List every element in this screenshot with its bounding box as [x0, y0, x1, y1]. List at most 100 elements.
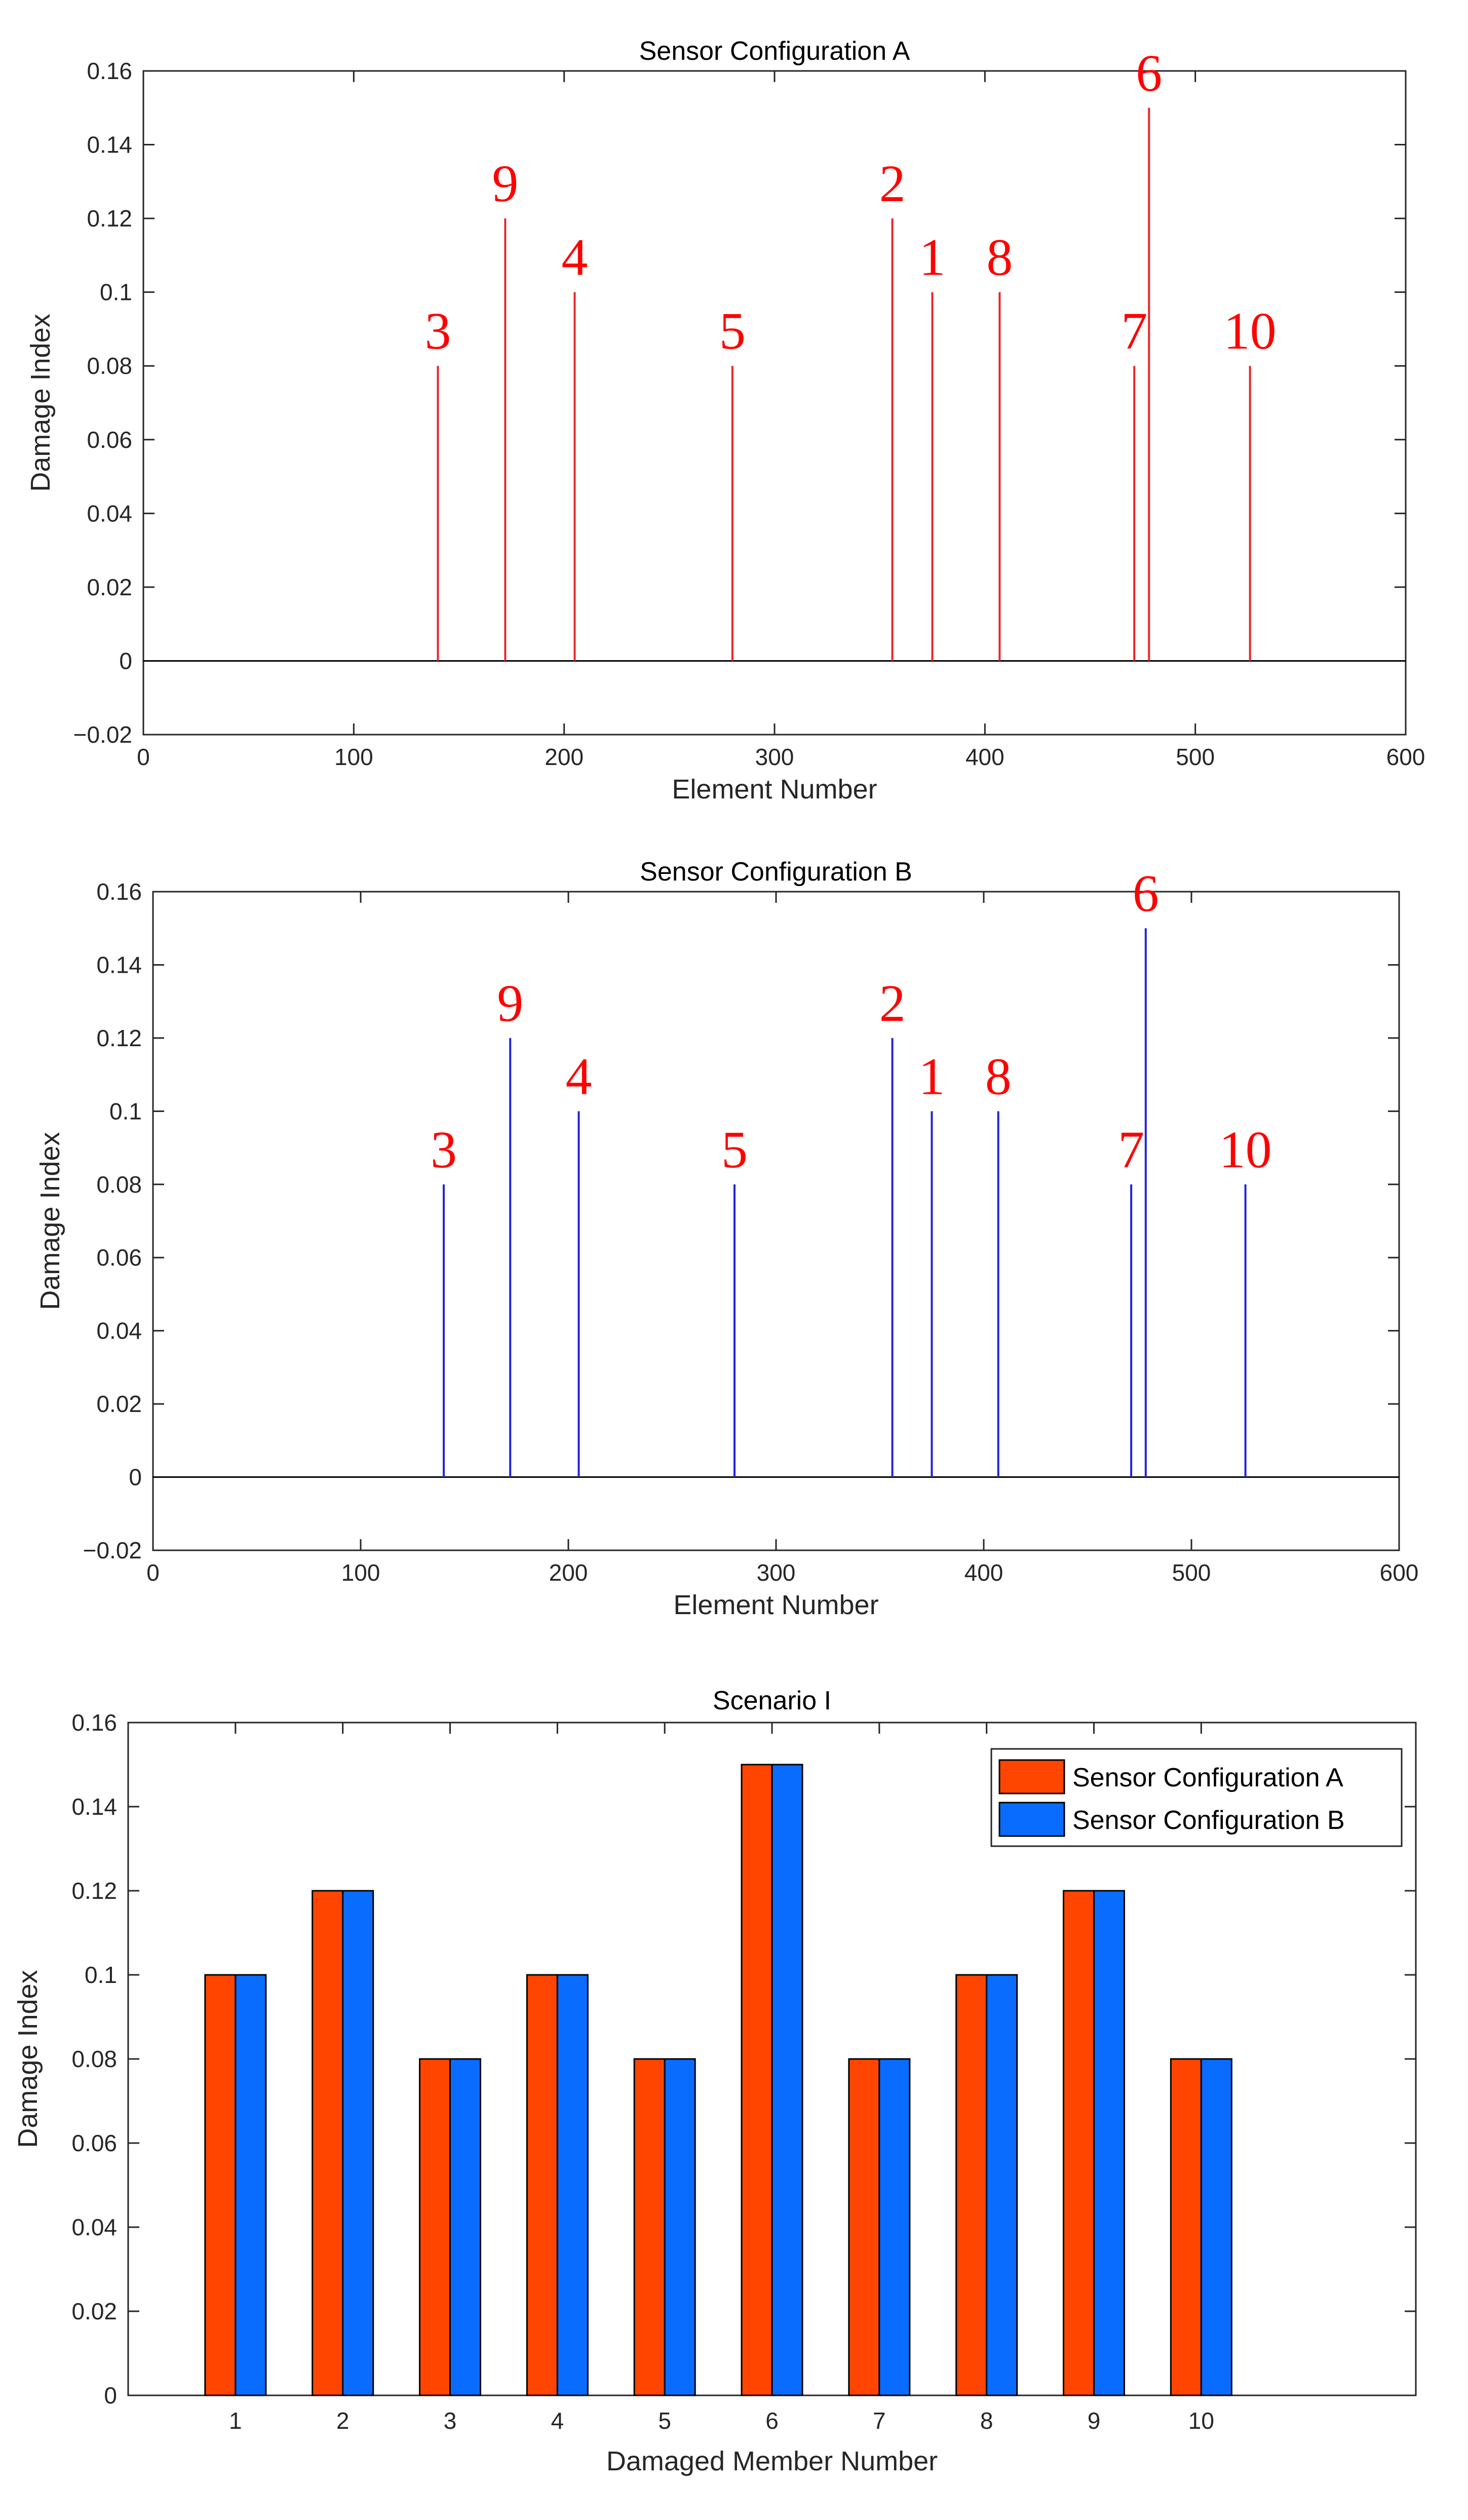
- x-tick-label: 200: [549, 1559, 588, 1586]
- y-tick-label: 0.08: [96, 1171, 142, 1198]
- x-tick-label: 600: [1380, 1559, 1419, 1586]
- stem-label-4: 4: [566, 1047, 592, 1105]
- y-tick-label: 0: [119, 647, 132, 674]
- bar-a-9: [1063, 1890, 1095, 2396]
- bar-b-3: [449, 2058, 481, 2396]
- x-tick-label: 400: [964, 1559, 1003, 1586]
- y-tick-label: 0.16: [96, 879, 142, 905]
- stem-label-6: 6: [1136, 44, 1162, 102]
- stem-label-3: 3: [424, 302, 451, 360]
- bar-a-8: [955, 1974, 988, 2396]
- bar-a-7: [848, 2058, 880, 2396]
- stem-label-9: 9: [492, 155, 518, 213]
- y-tick-label: 0: [104, 2382, 117, 2409]
- bar-a-5: [633, 2058, 666, 2396]
- stem-label-7: 7: [1121, 302, 1147, 360]
- y-axis-title: Damage Index: [25, 314, 56, 491]
- y-tick-label: 0.04: [96, 1318, 142, 1344]
- stem-label-2: 2: [879, 155, 906, 213]
- bar-a-2: [312, 1890, 344, 2396]
- y-tick-label: 0.1: [109, 1098, 142, 1124]
- x-tick-label: 6: [765, 2408, 779, 2434]
- y-tick-label: 0.06: [96, 1244, 142, 1271]
- y-tick-label: 0.14: [87, 132, 132, 158]
- x-axis-title: Element Number: [672, 774, 877, 805]
- stem-chart-config-a: Sensor Configuration A Element Number Da…: [25, 36, 1425, 805]
- x-axis-title: Element Number: [673, 1590, 878, 1620]
- x-tick-label: 300: [755, 744, 794, 770]
- y-tick-label: 0.04: [71, 2214, 117, 2240]
- bar-a-10: [1170, 2058, 1202, 2396]
- bar-a-6: [741, 1764, 773, 2396]
- y-axis-title: Damage Index: [13, 1970, 43, 2148]
- y-tick-label: 0.14: [96, 951, 142, 978]
- y-tick-label: 0.16: [71, 1709, 117, 1736]
- x-axis-title: Damaged Member Number: [606, 2446, 938, 2476]
- stem-label-5: 5: [721, 1121, 748, 1179]
- x-tick-label: 3: [444, 2408, 457, 2434]
- y-tick-label: −0.02: [83, 1537, 142, 1563]
- bar-a-1: [204, 1974, 237, 2396]
- y-tick-label: 0.14: [71, 1793, 117, 1820]
- y-tick-label: 0.02: [96, 1391, 142, 1417]
- x-tick-label: 0: [137, 744, 150, 770]
- y-tick-label: 0.1: [85, 1962, 117, 1988]
- x-tick-label: 400: [965, 744, 1005, 770]
- x-tick-label: 100: [334, 744, 373, 770]
- chart-title: Sensor Configuration A: [639, 36, 910, 66]
- y-axis-title: Damage Index: [35, 1132, 65, 1310]
- stem-label-8: 8: [985, 1047, 1012, 1105]
- x-tick-label: 8: [980, 2408, 993, 2434]
- legend-label: Sensor Configuration B: [1072, 1806, 1345, 1835]
- legend-swatch: [998, 1802, 1065, 1837]
- y-tick-label: 0.04: [87, 500, 132, 526]
- y-tick-label: 0.06: [87, 427, 132, 453]
- y-tick-label: 0.08: [87, 353, 132, 379]
- y-tick-label: −0.02: [73, 721, 132, 748]
- plot-frame: [152, 891, 1400, 1551]
- y-tick-label: 0.1: [100, 279, 132, 306]
- bar-b-7: [878, 2058, 911, 2396]
- x-tick-label: 4: [551, 2408, 564, 2434]
- bar-b-4: [556, 1974, 589, 2396]
- stem-label-1: 1: [919, 1047, 945, 1105]
- stem-label-6: 6: [1133, 864, 1159, 923]
- stem-label-4: 4: [561, 228, 588, 287]
- chart-title: Scenario I: [713, 1686, 831, 1715]
- x-tick-label: 9: [1088, 2408, 1101, 2434]
- bar-chart-scenario-i: Scenario I Damaged Member Number Damage …: [13, 1686, 1417, 2476]
- x-tick-label: 2: [336, 2408, 350, 2434]
- chart-title: Sensor Configuration B: [640, 857, 912, 887]
- bar-b-5: [664, 2058, 696, 2396]
- stem-label-1: 1: [919, 228, 946, 287]
- y-tick-label: 0.02: [87, 574, 132, 600]
- bar-b-2: [342, 1890, 374, 2396]
- x-tick-label: 500: [1176, 744, 1215, 770]
- y-tick-label: 0: [129, 1464, 142, 1491]
- x-tick-label: 5: [658, 2408, 671, 2434]
- x-tick-label: 500: [1172, 1559, 1211, 1586]
- stem-label-3: 3: [431, 1121, 457, 1179]
- legend-swatch: [998, 1759, 1065, 1794]
- x-tick-label: 600: [1386, 744, 1425, 770]
- y-tick-label: 0.16: [87, 58, 132, 84]
- y-tick-label: 0.12: [71, 1878, 117, 1904]
- stem-label-10: 10: [1219, 1121, 1272, 1179]
- y-tick-label: 0.06: [71, 2130, 117, 2156]
- legend-label: Sensor Configuration A: [1072, 1763, 1343, 1792]
- bar-b-10: [1200, 2058, 1232, 2396]
- stem-chart-config-b: Sensor Configuration B Element Number Da…: [35, 857, 1418, 1620]
- x-tick-label: 300: [757, 1559, 796, 1586]
- plot-frame: [142, 70, 1407, 736]
- x-tick-label: 10: [1188, 2408, 1214, 2434]
- x-tick-label: 100: [341, 1559, 380, 1586]
- stem-label-2: 2: [879, 974, 906, 1033]
- stem-label-10: 10: [1224, 302, 1277, 360]
- stem-label-5: 5: [719, 302, 746, 360]
- x-tick-label: 200: [545, 744, 584, 770]
- bar-b-6: [771, 1764, 803, 2396]
- bar-b-8: [986, 1974, 1018, 2396]
- y-tick-label: 0.02: [71, 2298, 117, 2324]
- x-tick-label: 0: [146, 1559, 160, 1586]
